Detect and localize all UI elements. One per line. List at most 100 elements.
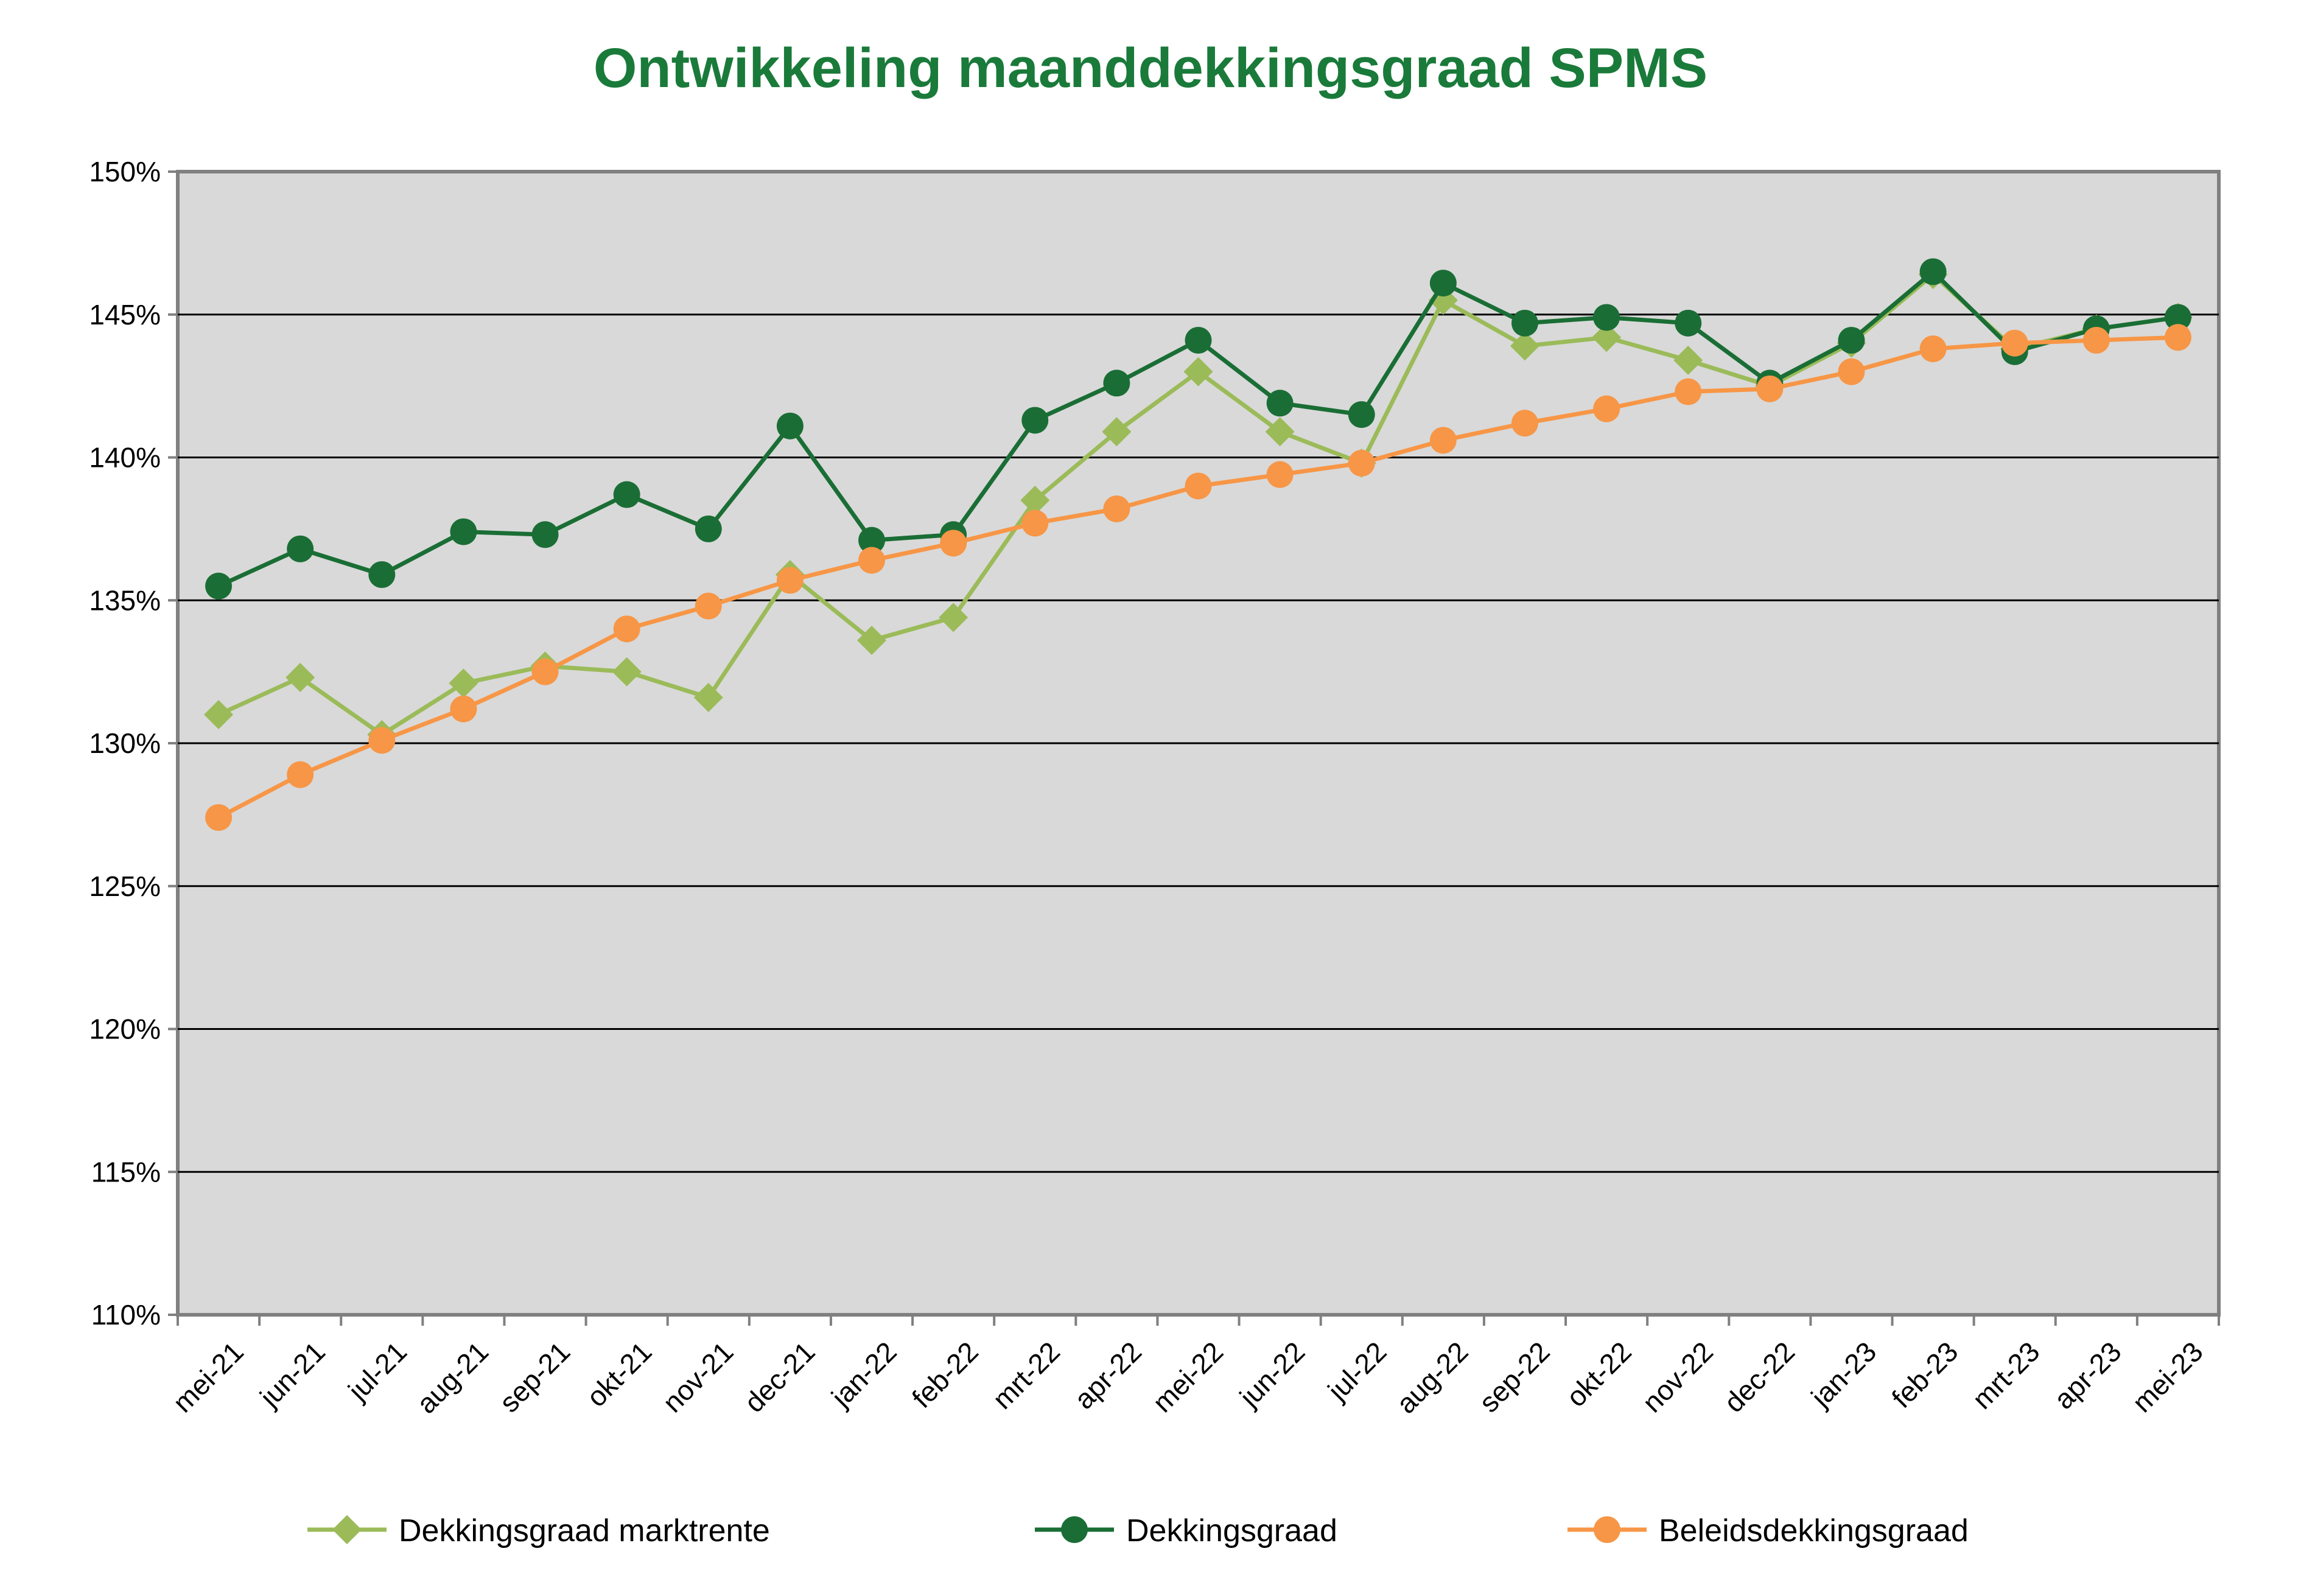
- data-point: [1756, 375, 1784, 402]
- x-tick-label: feb-23: [1885, 1335, 1964, 1414]
- y-tick-label: 140%: [89, 442, 161, 474]
- data-point: [1266, 390, 1294, 417]
- x-tick-label: apr-22: [1068, 1335, 1147, 1415]
- x-tick-label: sep-21: [493, 1335, 576, 1418]
- data-point: [1266, 461, 1294, 488]
- data-point: [1510, 331, 1539, 361]
- x-tick-label: mei-22: [1146, 1335, 1229, 1418]
- legend-marker: [332, 1515, 362, 1544]
- data-point: [287, 535, 314, 562]
- data-point: [2164, 324, 2191, 351]
- y-tick-label: 110%: [91, 1299, 161, 1331]
- legend-label: Beleidsdekkingsgraad: [1659, 1513, 1969, 1549]
- data-point: [612, 657, 642, 687]
- legend-item: Dekkingsgraad marktrente: [307, 1513, 770, 1549]
- data-point: [1185, 327, 1212, 354]
- data-point: [1511, 309, 1538, 337]
- data-point: [939, 603, 968, 632]
- x-tick-label: dec-22: [1718, 1335, 1801, 1418]
- data-point: [1021, 407, 1049, 434]
- data-point: [1185, 472, 1212, 500]
- data-point: [613, 481, 640, 508]
- y-tick-label: 125%: [89, 870, 161, 902]
- data-point: [531, 521, 559, 548]
- x-tick-label: nov-22: [1636, 1335, 1719, 1418]
- y-tick-label: 145%: [89, 299, 161, 331]
- x-tick-label: jan-22: [824, 1335, 903, 1414]
- x-tick-label: mei-21: [167, 1335, 250, 1418]
- x-tick-label: feb-22: [906, 1335, 984, 1414]
- data-point: [287, 761, 314, 788]
- data-point: [1021, 509, 1049, 537]
- grid-lines: [178, 313, 2219, 1173]
- data-point: [693, 682, 723, 712]
- x-tick-label: aug-22: [1390, 1335, 1474, 1419]
- data-point: [1102, 417, 1132, 447]
- legend-label: Dekkingsgraad marktrente: [399, 1513, 770, 1549]
- data-point: [1020, 485, 1050, 515]
- data-point: [450, 695, 477, 723]
- data-point: [1675, 378, 1702, 405]
- x-tick-label: sep-22: [1473, 1335, 1556, 1418]
- y-axis: 110% 115% 120% 125% 130% 135% 140% 145% 150%: [89, 156, 178, 1331]
- x-tick-label: okt-21: [580, 1335, 657, 1413]
- data-point: [450, 518, 477, 545]
- data-point: [1348, 401, 1375, 429]
- x-tick-label: jul-21: [341, 1335, 413, 1407]
- data-point: [1673, 345, 1703, 375]
- data-point: [1593, 304, 1620, 331]
- data-point: [1593, 395, 1620, 422]
- data-point: [368, 561, 396, 588]
- data-point: [368, 727, 396, 754]
- data-point: [695, 515, 722, 542]
- data-point: [204, 700, 234, 730]
- data-point: [1103, 369, 1130, 397]
- series-2: [205, 258, 2191, 600]
- series-3: [205, 324, 2191, 831]
- data-point: [1265, 417, 1295, 447]
- y-tick-label: 130%: [89, 727, 161, 759]
- data-point: [776, 412, 804, 439]
- y-tick-label: 120%: [89, 1013, 161, 1045]
- data-point: [940, 530, 967, 557]
- data-point: [1183, 357, 1213, 387]
- x-tick-label: jun-22: [1233, 1335, 1311, 1414]
- x-tick-label: jun-21: [253, 1335, 331, 1414]
- data-point: [1919, 335, 1947, 363]
- y-tick-label: 115%: [91, 1156, 161, 1188]
- data-point: [1429, 270, 1457, 297]
- data-point: [285, 663, 315, 693]
- x-tick-label: mrt-23: [1966, 1335, 2046, 1415]
- x-tick-label: jul-22: [1321, 1335, 1393, 1407]
- data-point: [2001, 329, 2028, 357]
- data-point: [205, 572, 233, 600]
- data-point: [1429, 427, 1457, 454]
- legend-item: Beleidsdekkingsgraad: [1567, 1513, 1969, 1549]
- data-point: [695, 592, 722, 620]
- data-point: [1348, 449, 1375, 477]
- legend-item: Dekkingsgraad: [1035, 1513, 1337, 1549]
- data-point: [1838, 358, 1865, 385]
- y-tick-label: 150%: [89, 156, 161, 187]
- x-tick-label: mei-23: [2126, 1335, 2209, 1418]
- data-point: [1103, 495, 1130, 523]
- x-tick-label: dec-21: [738, 1335, 821, 1418]
- x-tick-label: okt-22: [1560, 1335, 1637, 1413]
- x-tick-label: apr-23: [2048, 1335, 2128, 1415]
- legend-marker: [1594, 1516, 1620, 1543]
- chart-title: Ontwikkeling maanddekkingsgraad SPMS: [593, 37, 1708, 99]
- data-point: [613, 615, 640, 643]
- data-point: [1675, 309, 1702, 337]
- data-point: [776, 567, 804, 594]
- data-point: [1511, 410, 1538, 437]
- data-point: [857, 625, 887, 655]
- x-tick-label: aug-21: [410, 1335, 494, 1419]
- x-tick-label: jan-23: [1804, 1335, 1883, 1414]
- data-point: [205, 804, 233, 831]
- series-layer: [204, 258, 2193, 831]
- x-tick-label: mrt-22: [986, 1335, 1066, 1415]
- y-tick-label: 135%: [89, 584, 161, 616]
- data-point: [858, 547, 886, 574]
